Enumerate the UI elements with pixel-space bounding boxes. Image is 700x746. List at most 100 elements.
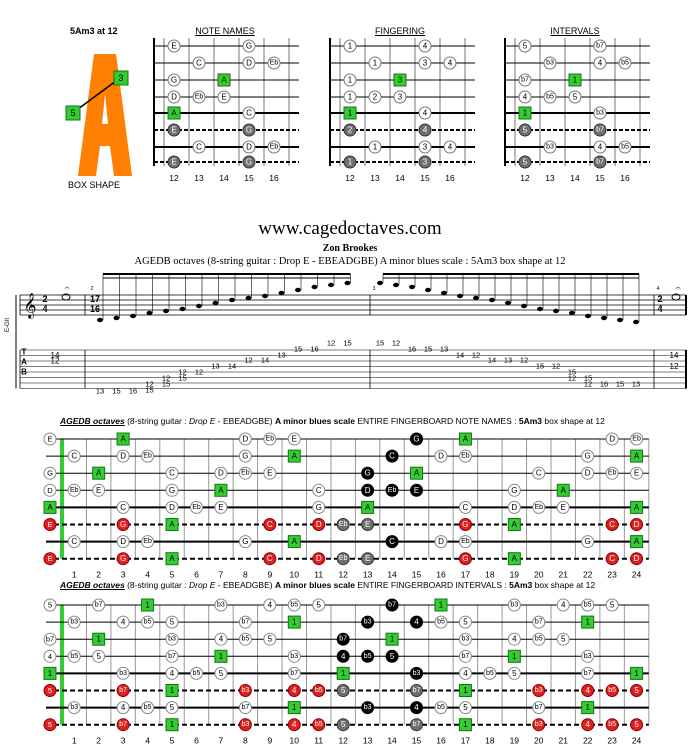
fingerboard-note-label: Eb bbox=[241, 470, 250, 477]
panel-fret-number: 12 bbox=[169, 173, 179, 183]
fingerboard-note bbox=[532, 632, 546, 646]
fingerboard-note bbox=[336, 632, 350, 646]
fingerboard-note bbox=[361, 701, 375, 715]
fret-number: 6 bbox=[194, 736, 199, 746]
panel-title-fingering: FINGERING bbox=[374, 26, 425, 36]
tab-fret-down: 15 bbox=[376, 339, 384, 348]
fret-number: 24 bbox=[632, 570, 642, 580]
fingerboard-note-label: b3 bbox=[241, 721, 249, 728]
note-head bbox=[569, 310, 575, 316]
letter-a-counter bbox=[102, 94, 108, 124]
panel-note bbox=[518, 39, 532, 53]
fingerboard-note bbox=[458, 649, 472, 663]
fret-number: 9 bbox=[267, 570, 272, 580]
tab-fret-down: 16 bbox=[600, 380, 608, 389]
panel-note bbox=[418, 140, 432, 154]
fingerboard-note-label: C bbox=[71, 452, 77, 461]
panel-note bbox=[167, 155, 181, 169]
panel-root-note bbox=[343, 106, 357, 120]
fingerboard-note-label: Eb bbox=[388, 487, 397, 494]
fingerboard-note bbox=[116, 701, 130, 715]
root-note bbox=[287, 615, 301, 629]
fret-number: 5 bbox=[170, 736, 175, 746]
fingerboard-note-label: G bbox=[511, 486, 517, 495]
open-note-label: 4 bbox=[48, 652, 52, 661]
root-note-label: A bbox=[365, 503, 371, 512]
fingerboard-note-label: b7 bbox=[241, 619, 249, 626]
tab-fret-up: 12 bbox=[327, 339, 335, 348]
root-note-label: A bbox=[169, 520, 175, 529]
panel-note-label: E bbox=[171, 158, 176, 167]
root-note-label: A bbox=[292, 452, 298, 461]
panel-1 bbox=[329, 38, 475, 169]
fingerboard-note-label: 5 bbox=[561, 635, 566, 644]
fingerboard-note-label: G bbox=[585, 537, 591, 546]
tab-fret-down: 12 bbox=[392, 339, 400, 348]
fingerboard-note-label: b5 bbox=[437, 619, 445, 626]
open-note bbox=[43, 598, 57, 612]
fingerboard-note bbox=[581, 598, 595, 612]
panel-note bbox=[242, 123, 256, 137]
panel-note-label: 3 bbox=[398, 93, 403, 102]
open-note bbox=[43, 466, 57, 480]
fingerboard-note-label: b7 bbox=[168, 653, 176, 660]
root-note bbox=[92, 466, 106, 480]
root-note-label: A bbox=[561, 486, 567, 495]
note-head bbox=[553, 308, 559, 314]
open-root-note bbox=[43, 500, 57, 514]
panel-note-label: 4 bbox=[448, 143, 453, 152]
panel-note-label: Eb bbox=[270, 60, 279, 67]
fingerboard-note bbox=[165, 632, 179, 646]
fingerboard-note-label: b3 bbox=[584, 653, 592, 660]
fingerboard-note bbox=[116, 615, 130, 629]
fingerboard-note bbox=[581, 666, 595, 680]
fingerboard-note bbox=[165, 500, 179, 514]
fingerboard-note-label: C bbox=[316, 486, 322, 495]
whole-note bbox=[61, 293, 71, 301]
fingerboard-note-label: b7 bbox=[413, 687, 421, 694]
panel-note bbox=[167, 39, 181, 53]
root-note bbox=[556, 483, 570, 497]
fingerboard-note-label: D bbox=[609, 435, 615, 444]
note-head bbox=[328, 282, 334, 288]
fingerboard-note-label: 4 bbox=[512, 635, 517, 644]
root-note bbox=[507, 552, 521, 566]
fingerboard-note bbox=[556, 598, 570, 612]
fingerboard-note-label: b3 bbox=[168, 636, 176, 643]
fingerboard-note bbox=[287, 598, 301, 612]
tab-letter-t: T bbox=[22, 348, 27, 357]
panel-fret-number: 12 bbox=[345, 173, 355, 183]
time-sig-bottom: 4 bbox=[42, 304, 47, 314]
root-note bbox=[630, 535, 644, 549]
fret-number: 21 bbox=[558, 736, 568, 746]
panel-note bbox=[543, 56, 557, 70]
fingerboard-note-label: b5 bbox=[608, 721, 616, 728]
note-head bbox=[441, 290, 447, 296]
open-note bbox=[43, 432, 57, 446]
note-head bbox=[633, 319, 639, 325]
fingerboard-note bbox=[458, 615, 472, 629]
fingerboard-note-label: 4 bbox=[414, 703, 419, 712]
note-head bbox=[113, 315, 120, 321]
fingerboard-note-label: 5 bbox=[390, 652, 395, 661]
root-note-label: A bbox=[96, 469, 102, 478]
tab-fret-up: 12 bbox=[178, 368, 186, 377]
fingerboard-note-label: C bbox=[609, 554, 615, 563]
fingerboard-note-label: 4 bbox=[585, 720, 590, 729]
fingerboard-note-label: D bbox=[511, 503, 517, 512]
fingerboard-note bbox=[214, 500, 228, 514]
tab-fret-down: 15 bbox=[536, 362, 544, 371]
fingerboard-note bbox=[434, 449, 448, 463]
fingerboard-note-label: b5 bbox=[364, 653, 372, 660]
panel-note-label: b7 bbox=[596, 127, 604, 134]
fret-number: 4 bbox=[145, 736, 150, 746]
fingerboard-note-label: 4 bbox=[585, 686, 590, 695]
panel-note bbox=[543, 140, 557, 154]
subtitle: AGEDB octaves (8-string guitar : Drop E … bbox=[134, 256, 566, 267]
fingerboard-note bbox=[116, 552, 130, 566]
panel-note-label: E bbox=[171, 126, 176, 135]
fingerboard-note-label: 4 bbox=[341, 652, 346, 661]
root-note bbox=[214, 483, 228, 497]
fingerboard-note-label: C bbox=[463, 503, 469, 512]
fret-number: 12 bbox=[338, 736, 348, 746]
